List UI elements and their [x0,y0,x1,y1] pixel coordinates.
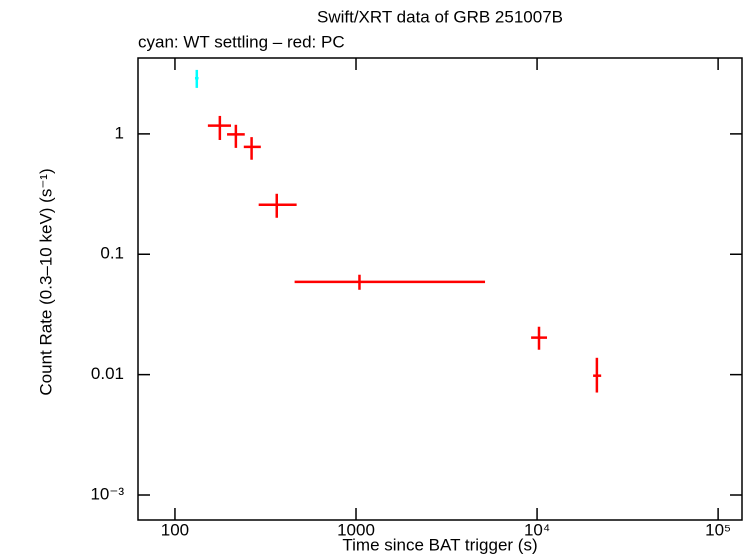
y-tick-label: 1 [115,123,124,142]
y-tick-label: 0.01 [91,364,124,383]
y-tick-label: 0.1 [100,244,124,263]
x-tick-label: 10⁴ [524,520,550,539]
chart-subtitle: cyan: WT settling – red: PC [138,32,345,51]
x-tick-label: 100 [161,520,189,539]
x-tick-label: 1000 [337,520,375,539]
x-axis-label: Time since BAT trigger (s) [342,535,537,554]
chart-title: Swift/XRT data of GRB 251007B [317,7,563,26]
y-axis-label: Count Rate (0.3–10 keV) (s⁻¹) [36,168,55,395]
x-tick-label: 10⁵ [705,520,731,539]
plot-frame [137,57,743,521]
y-tick-label: 10⁻³ [90,484,124,503]
